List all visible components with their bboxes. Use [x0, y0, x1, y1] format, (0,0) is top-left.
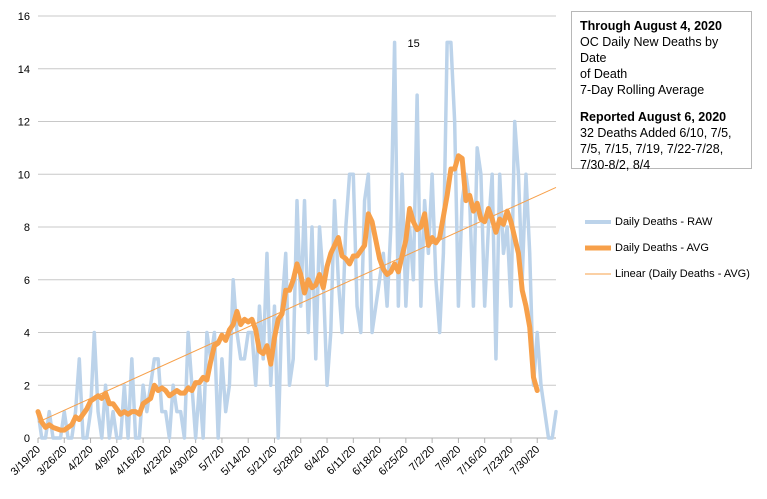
legend-swatch-avg	[585, 245, 611, 251]
info-box: Through August 4, 2020 OC Daily New Deat…	[571, 11, 752, 172]
y-tick-label: 0	[24, 433, 30, 445]
x-tick-labels: 3/19/203/26/204/2/204/9/204/16/204/23/20…	[9, 444, 543, 478]
x-tick-label: 5/28/20	[271, 444, 305, 478]
info-line-2: of Death	[580, 67, 628, 81]
info-line-3: 7-Day Rolling Average	[580, 83, 705, 97]
x-tick-label: 4/2/20	[66, 444, 96, 474]
x-tick-label: 6/25/20	[377, 444, 411, 478]
peak-annotation-label: 15	[407, 38, 419, 50]
series-line-raw	[36, 40, 558, 440]
y-tick-labels: 0 2 4 6 8 10 12 14 16	[18, 11, 30, 445]
legend-label-avg: Daily Deaths - AVG	[615, 242, 709, 254]
x-tick-label: 7/30/20	[508, 444, 542, 478]
y-tick-label: 6	[24, 275, 30, 287]
x-tick-label: 7/2/20	[407, 444, 437, 474]
y-tick-label: 2	[24, 380, 30, 392]
legend-swatch-linear	[585, 273, 611, 275]
info-line-5: 7/5, 7/15, 7/19, 7/22-7/28,	[580, 142, 724, 156]
y-tick-label: 8	[24, 222, 30, 234]
info-heading-through: Through August 4, 2020	[580, 19, 722, 33]
axes	[37, 437, 556, 443]
legend-label-raw: Daily Deaths - RAW	[615, 216, 713, 228]
y-tick-label: 12	[18, 117, 30, 129]
gridlines	[38, 15, 556, 386]
x-tick-label: 3/26/20	[35, 444, 69, 478]
info-line-1: OC Daily New Deaths by Date	[580, 35, 719, 65]
legend-swatch-raw	[585, 220, 611, 224]
info-line-4: 32 Deaths Added 6/10, 7/5,	[580, 126, 732, 140]
y-tick-label: 4	[24, 328, 30, 340]
legend-label-linear: Linear (Daily Deaths - AVG)	[615, 268, 750, 280]
series-line-avg	[35, 153, 540, 433]
y-tick-label: 14	[18, 64, 30, 76]
annotations: 15	[407, 38, 419, 50]
y-tick-label: 10	[18, 169, 30, 181]
series-line-linear-trend	[37, 186, 557, 423]
y-tick-label: 16	[18, 11, 30, 23]
series	[35, 40, 558, 440]
info-heading-reported: Reported August 6, 2020	[580, 110, 727, 124]
x-tick-label: 4/30/20	[166, 444, 200, 478]
info-line-6: 7/30-8/2, 8/4	[580, 158, 651, 172]
